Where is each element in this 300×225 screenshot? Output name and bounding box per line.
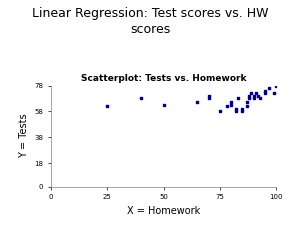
Point bbox=[272, 92, 276, 95]
Point bbox=[233, 110, 238, 113]
Point bbox=[206, 97, 211, 100]
Point bbox=[251, 94, 256, 98]
Point bbox=[195, 101, 200, 104]
Title: Scatterplot: Tests vs. Homework: Scatterplot: Tests vs. Homework bbox=[81, 74, 246, 83]
X-axis label: X = Homework: X = Homework bbox=[127, 206, 200, 216]
Point bbox=[267, 86, 272, 90]
Point bbox=[217, 110, 222, 113]
Point bbox=[253, 92, 258, 95]
Point bbox=[224, 104, 229, 108]
Point bbox=[206, 94, 211, 98]
Point bbox=[251, 97, 256, 100]
Point bbox=[256, 94, 260, 98]
Text: Linear Regression: Test scores vs. HW
scores: Linear Regression: Test scores vs. HW sc… bbox=[32, 7, 268, 36]
Point bbox=[258, 97, 263, 100]
Point bbox=[236, 97, 240, 100]
Point bbox=[249, 92, 254, 95]
Point bbox=[240, 110, 245, 113]
Point bbox=[240, 107, 245, 111]
Point bbox=[244, 104, 249, 108]
Point bbox=[229, 103, 233, 107]
Y-axis label: Y = Tests: Y = Tests bbox=[19, 114, 29, 158]
Point bbox=[247, 94, 251, 98]
Point bbox=[233, 107, 238, 111]
Point bbox=[161, 103, 166, 107]
Point bbox=[274, 84, 278, 87]
Point bbox=[262, 89, 267, 92]
Point bbox=[105, 104, 110, 108]
Point bbox=[262, 92, 267, 95]
Point bbox=[139, 97, 143, 100]
Point bbox=[247, 97, 251, 100]
Point bbox=[244, 101, 249, 104]
Point bbox=[229, 101, 233, 104]
